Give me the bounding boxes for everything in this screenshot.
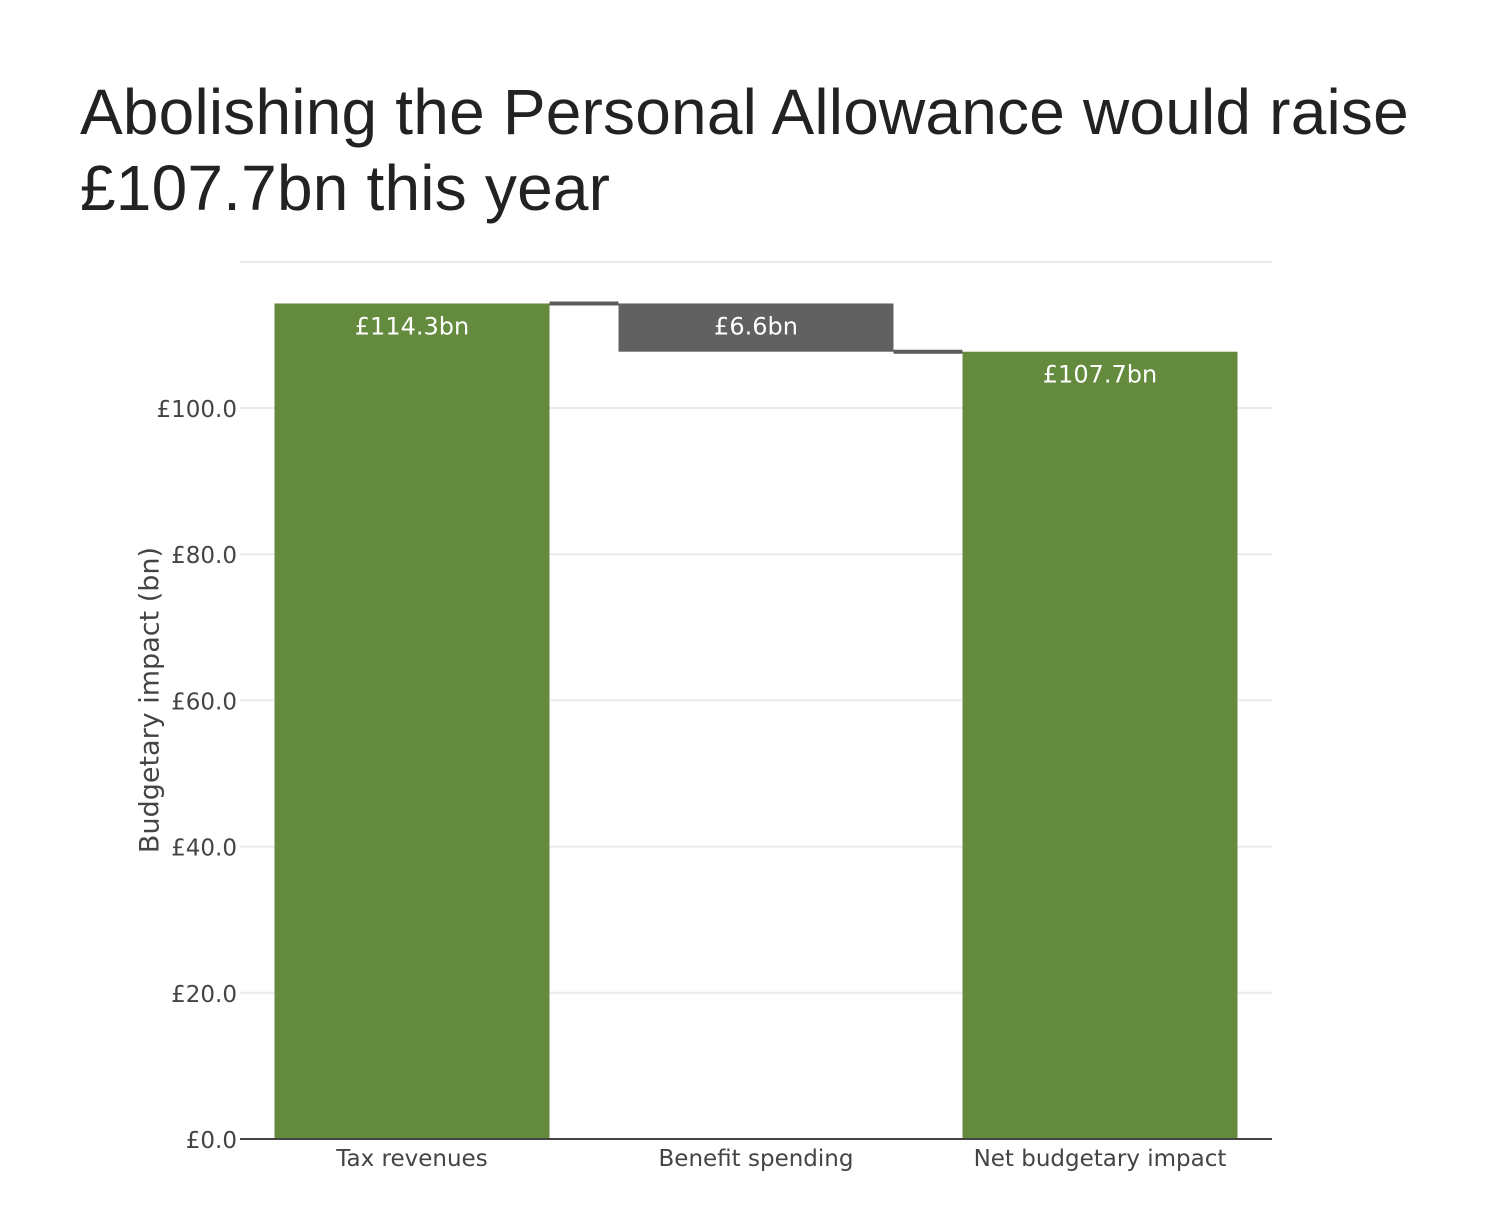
x-tick-label: Benefit spending	[659, 1146, 854, 1172]
y-tick-label: £40.0	[171, 836, 237, 862]
connectors	[549, 301, 963, 354]
y-tick-label: £80.0	[171, 543, 237, 569]
bar-benefit-spending	[618, 303, 894, 352]
bar-tax-revenues	[274, 303, 550, 1139]
data-labels: £114.3bn £6.6bn £107.7bn	[355, 312, 1157, 388]
axes: £0.0 £20.0 £40.0 £60.0 £80.0 £100.0 Tax revenu…	[157, 397, 1272, 1172]
y-tick-label: £60.0	[171, 689, 237, 715]
y-tick-label: £20.0	[171, 982, 237, 1008]
x-tick-label: Net budgetary impact	[974, 1146, 1227, 1172]
bar-value-label: £6.6bn	[714, 312, 798, 340]
chart-title: Abolishing the Personal Allowance would …	[80, 76, 1409, 224]
y-tick-label: £0.0	[186, 1128, 237, 1154]
x-tick-label: Tax revenues	[335, 1146, 487, 1172]
bar-net-budgetary-impact	[962, 351, 1238, 1139]
bar-value-label: £107.7bn	[1043, 361, 1157, 389]
y-axis-label: Budgetary impact (bn)	[134, 546, 166, 854]
bar-value-label: £114.3bn	[355, 312, 469, 340]
bars	[274, 303, 1238, 1139]
y-tick-label: £100.0	[157, 397, 237, 423]
